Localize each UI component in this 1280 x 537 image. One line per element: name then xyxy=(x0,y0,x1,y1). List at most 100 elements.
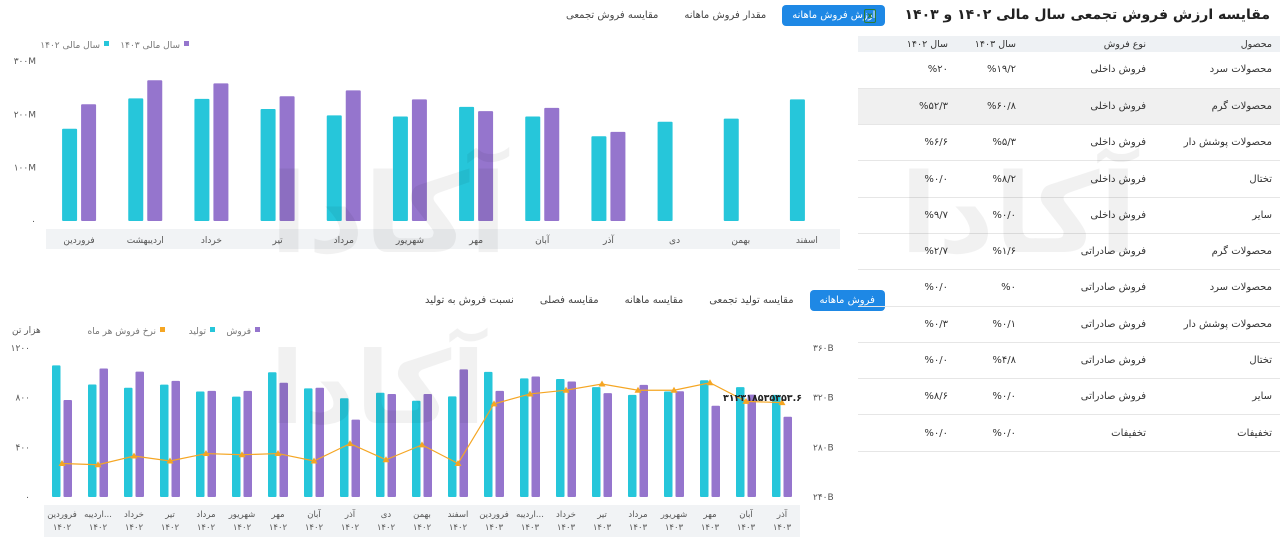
bar-1402-2 xyxy=(194,98,210,221)
x-tick-label-year: ۱۴۰۲ xyxy=(53,523,72,533)
bar-sales-1 xyxy=(99,368,108,497)
left-axis-unit: هزار تن xyxy=(12,326,41,336)
monthly-sales-production-chart: فروش تولید نرخ فروش هر ماه هزار تن ۰ ۴۰۰ ۸۰۰ ۱۲… xyxy=(11,326,834,537)
cell-sale-type: فروش داخلی xyxy=(1024,197,1154,234)
bar-sales-20 xyxy=(783,416,792,497)
legend-label-rate: نرخ فروش هر ماه xyxy=(88,327,156,337)
top-chart-tabs: ارزش فروش ماهانه مقدار فروش ماهانه مقایسه … xyxy=(556,5,886,26)
rate-annotation: ۳۱۲۳۱۸۵۳۵۳۵۳.۶ xyxy=(723,393,802,404)
bar-1402-6 xyxy=(459,106,475,221)
bar-production-4 xyxy=(196,391,205,497)
left-y-tick-label: ۰ xyxy=(25,493,30,503)
right-y-tick-label: ۳۲۰B xyxy=(813,394,834,404)
bar-production-16 xyxy=(628,394,637,497)
bar-1402-11 xyxy=(789,99,805,221)
x-tick-label-year: ۱۴۰۲ xyxy=(161,523,180,533)
cell-1403: %۰/۱ xyxy=(954,306,1024,343)
bar-1402-3 xyxy=(260,109,276,221)
rate-point-17 xyxy=(670,386,678,393)
bar-1402-8 xyxy=(591,136,607,221)
bottom-tab-1[interactable]: مقایسه تولید تجمعی xyxy=(709,295,794,306)
bar-production-15 xyxy=(592,387,601,497)
x-tick-label: فروردین xyxy=(63,236,94,246)
bar-production-19 xyxy=(736,387,745,497)
cell-product: تخفیفات xyxy=(1154,414,1280,452)
x-tick-label-year: ۱۴۰۲ xyxy=(125,523,144,533)
cell-product: محصولات سرد xyxy=(1154,269,1280,307)
bar-production-8 xyxy=(340,398,349,497)
right-y-tick-label: ۲۸۰B xyxy=(813,443,834,453)
bar-production-7 xyxy=(304,388,313,497)
table-row: تخفیفات تخفیفات %۰/۰ %۰/۰ xyxy=(858,414,1280,452)
cell-1402: %۰/۰ xyxy=(858,342,954,380)
chart1-legend: سال مالی ۱۴۰۳ سال مالی ۱۴۰۲ xyxy=(40,41,189,51)
bar-sales-15 xyxy=(603,393,612,497)
cell-product: سایر xyxy=(1154,378,1280,416)
header-product[interactable]: محصول xyxy=(1154,36,1280,52)
bar-production-5 xyxy=(232,396,241,497)
x-tick-label-month: خرداد xyxy=(124,510,144,520)
rate-point-14 xyxy=(562,386,570,393)
top-tab-2[interactable]: مقایسه فروش تجمعی xyxy=(566,10,659,21)
cell-sale-type: تخفیفات xyxy=(1024,414,1154,452)
header-year-1402[interactable]: سال ۱۴۰۲ xyxy=(858,36,954,52)
x-tick-label-month: آذر xyxy=(344,508,356,520)
left-y-tick-label: ۱۲۰۰ xyxy=(11,344,30,354)
bar-production-12 xyxy=(484,371,493,497)
x-axis-band xyxy=(44,505,800,537)
header-sale-type[interactable]: نوع فروش xyxy=(1024,36,1154,52)
table-row: تختال فروش داخلی %۸/۲ %۰/۰ xyxy=(858,160,1280,198)
bottom-tab-4[interactable]: نسبت فروش به تولید xyxy=(425,295,514,306)
y-tick-label: ۰ xyxy=(31,217,36,227)
rate-point-6 xyxy=(274,450,282,457)
table-row: محصولات گرم فروش داخلی %۶۰/۸ %۵۲/۳ xyxy=(858,88,1280,126)
x-tick-label: مرداد xyxy=(334,236,354,246)
y-tick-label: ۳۰۰M xyxy=(14,57,36,67)
legend-label-1402: سال مالی ۱۴۰۲ xyxy=(40,41,100,51)
bottom-tab-2[interactable]: مقایسه ماهانه xyxy=(624,295,684,306)
top-tab-1[interactable]: مقدار فروش ماهانه xyxy=(684,10,767,21)
x-tick-label-year: ۱۴۰۳ xyxy=(665,523,684,533)
x-tick-label-year: ۱۴۰۲ xyxy=(341,523,360,533)
rate-point-9 xyxy=(382,456,390,463)
cumulative-comparison-panel: x مقایسه ارزش فروش تجمعی سال مالی ۱۴۰۲ و… xyxy=(858,0,1280,537)
x-tick-label: آبان xyxy=(535,234,550,246)
cell-1402: %۰/۳ xyxy=(858,306,954,343)
rate-point-8 xyxy=(346,440,354,447)
bar-sales-17 xyxy=(675,391,684,497)
bar-1403-6 xyxy=(478,111,494,221)
table-row: محصولات سرد فروش صادراتی %۰ %۰/۰ xyxy=(858,269,1280,307)
right-y-tick-label: ۳۶۰B xyxy=(813,344,834,354)
rate-point-20 xyxy=(778,399,786,406)
bar-production-6 xyxy=(268,372,277,497)
right-y-tick-label: ۲۴۰B xyxy=(813,493,834,503)
rate-point-15 xyxy=(598,380,606,387)
cell-1403: %۰/۰ xyxy=(954,414,1024,452)
cell-sale-type: فروش داخلی xyxy=(1024,88,1154,126)
bottom-tab-3[interactable]: مقایسه فصلی xyxy=(539,295,599,306)
cell-1403: %۶۰/۸ xyxy=(954,88,1024,126)
x-axis-band xyxy=(46,229,840,249)
bar-production-3 xyxy=(160,384,169,497)
bar-1403-8 xyxy=(610,131,626,221)
bar-sales-18 xyxy=(711,405,720,497)
rate-point-16 xyxy=(634,386,642,393)
x-tick-label: تیر xyxy=(271,236,283,246)
bar-1403-5 xyxy=(411,99,427,221)
cell-sale-type: فروش داخلی xyxy=(1024,52,1154,89)
bar-sales-11 xyxy=(459,369,468,497)
table-row: تختال فروش صادراتی %۴/۸ %۰/۰ xyxy=(858,342,1280,380)
rate-point-10 xyxy=(418,441,426,448)
top-tab-0[interactable]: ارزش فروش ماهانه xyxy=(782,5,886,26)
excel-export-icon[interactable]: x xyxy=(864,9,876,23)
bar-sales-0 xyxy=(63,400,72,497)
bar-sales-12 xyxy=(495,390,504,497)
legend-label-production: تولید xyxy=(189,327,207,337)
x-tick-label-month: مهر xyxy=(270,510,284,520)
bar-1403-1 xyxy=(147,80,163,221)
rate-point-11 xyxy=(454,459,462,466)
header-year-1403[interactable]: سال ۱۴۰۳ xyxy=(954,36,1024,52)
bar-sales-7 xyxy=(315,387,324,497)
cell-product: محصولات گرم xyxy=(1154,88,1280,126)
bar-sales-13 xyxy=(531,376,540,497)
